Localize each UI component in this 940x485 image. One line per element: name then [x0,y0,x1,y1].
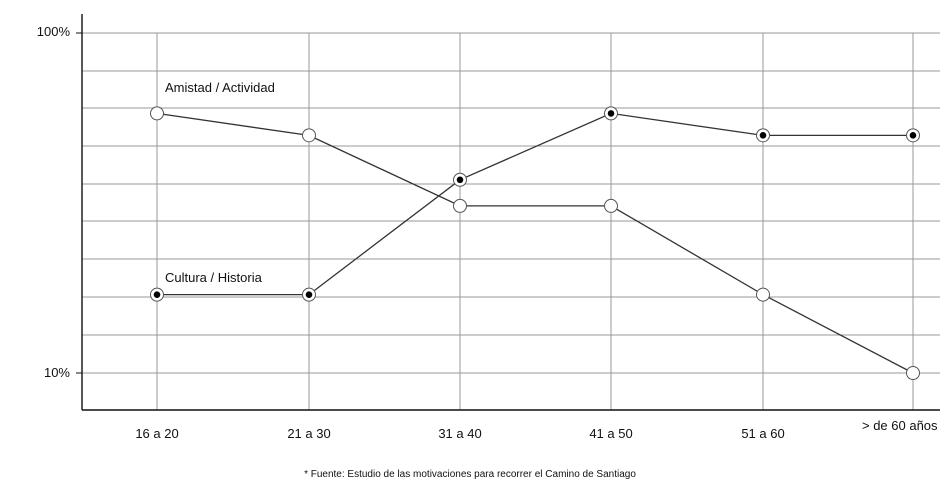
series-1-point-1 [305,291,313,298]
series-1-point-3 [607,110,615,117]
x-tick-labels: 16 a 20 21 a 30 31 a 40 41 a 50 51 a 60 … [135,418,938,441]
y-tick-label-top: 100% [37,24,71,39]
series-1-point-0 [153,291,161,298]
series-line-0 [156,112,914,374]
series-0-point-1 [302,128,316,143]
series-0-point-5 [906,366,920,380]
series-0-point-2 [453,198,467,213]
series-markers [150,106,920,380]
y-tick-labels: 100% 10% [37,24,71,380]
series-0-point-3 [604,198,618,213]
x-tick-label-5: > de 60 años [862,418,938,433]
series-label-amistad: Amistad / Actividad [165,80,275,95]
series-1-point-4 [759,132,767,139]
x-tick-label-4: 51 a 60 [741,426,784,441]
x-tick-label-2: 31 a 40 [438,426,481,441]
series-1-point-5 [909,132,917,139]
y-tick-label-bottom: 10% [44,365,70,380]
x-tick-label-3: 41 a 50 [589,426,632,441]
series-lines [156,112,914,374]
series-label-cultura: Cultura / Historia [165,270,263,285]
grid-lines [82,32,940,410]
x-tick-label-0: 16 a 20 [135,426,178,441]
x-tick-label-1: 21 a 30 [287,426,330,441]
series-0-point-4 [756,287,770,302]
series-line-1 [157,112,913,296]
source-footnote: * Fuente: Estudio de las motivaciones pa… [304,469,636,480]
axes [76,14,940,411]
series-1-point-2 [456,176,464,184]
series-0-point-0 [150,106,164,121]
